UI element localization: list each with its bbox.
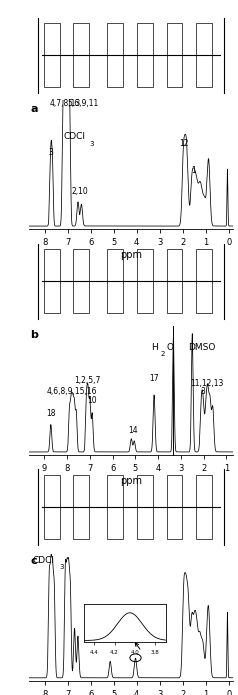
Text: 3: 3: [59, 564, 64, 570]
Text: 1,2,5,7: 1,2,5,7: [74, 377, 101, 386]
Text: a: a: [31, 104, 38, 114]
Text: b: b: [31, 330, 39, 340]
Text: 18: 18: [46, 409, 56, 418]
Text: c: c: [31, 556, 37, 566]
Text: DMSO: DMSO: [188, 343, 216, 352]
Bar: [44, 250, 60, 313]
Bar: [44, 475, 60, 539]
Text: 3: 3: [200, 386, 205, 395]
Text: 5,6,9,11: 5,6,9,11: [68, 99, 99, 108]
Bar: [137, 24, 153, 87]
Text: 1: 1: [191, 166, 196, 175]
Text: 11,12,13: 11,12,13: [190, 379, 224, 388]
Text: 3: 3: [48, 148, 53, 157]
Bar: [74, 475, 89, 539]
Text: O: O: [166, 343, 173, 352]
Bar: [137, 475, 153, 539]
Text: 2,10: 2,10: [72, 187, 89, 196]
Bar: [167, 475, 182, 539]
Bar: [167, 250, 182, 313]
Bar: [167, 24, 182, 87]
X-axis label: ppm: ppm: [120, 250, 142, 260]
Bar: [74, 250, 89, 313]
Text: 2: 2: [161, 351, 165, 357]
Bar: [107, 475, 123, 539]
Bar: [196, 24, 212, 87]
Text: 14: 14: [128, 425, 138, 434]
Text: H: H: [151, 343, 158, 352]
Bar: [44, 24, 60, 87]
Bar: [74, 24, 89, 87]
Text: CDCl: CDCl: [63, 133, 85, 142]
Text: 17: 17: [149, 374, 159, 383]
Text: 3: 3: [89, 140, 94, 147]
Bar: [196, 475, 212, 539]
Text: 4,6,8,9,15,16: 4,6,8,9,15,16: [47, 386, 98, 395]
Bar: [196, 250, 212, 313]
X-axis label: ppm: ppm: [120, 476, 142, 486]
Text: 4,7,8,13: 4,7,8,13: [49, 99, 80, 108]
Text: CDCl: CDCl: [33, 556, 55, 565]
Text: 12: 12: [179, 139, 189, 148]
Text: 10: 10: [87, 396, 97, 404]
Bar: [107, 250, 123, 313]
Bar: [107, 24, 123, 87]
Bar: [137, 250, 153, 313]
